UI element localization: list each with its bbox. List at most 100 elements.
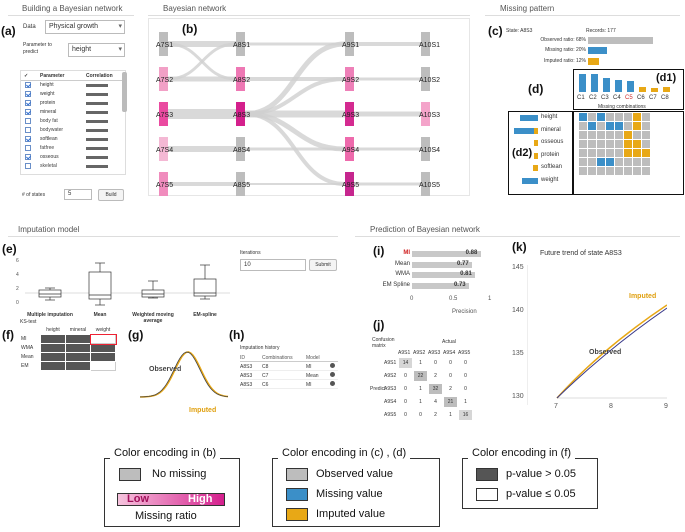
submit-button[interactable]: Submit <box>309 259 337 271</box>
predict-label: Predict <box>370 386 386 392</box>
param-name: weight <box>40 91 55 97</box>
ks-row-label: WMA <box>20 343 41 353</box>
node-label: A9S3 <box>342 112 359 119</box>
conf-row: A9S2 <box>384 373 397 379</box>
param-select-value: height <box>72 46 92 53</box>
label-e: (e) <box>2 242 17 256</box>
matrix-cell <box>632 121 642 131</box>
imputed-value-label: Imputed value <box>316 508 386 520</box>
conf-row: A9S5 <box>384 412 397 418</box>
node-label: A10S3 <box>419 112 440 119</box>
iter-input[interactable]: 10 <box>240 259 306 271</box>
param-checkbox[interactable] <box>25 136 31 142</box>
actual-label: Actual <box>442 339 456 345</box>
row-label: softlean <box>541 164 563 170</box>
conf-cell: 0 <box>434 360 437 366</box>
box <box>38 289 62 298</box>
history-cell: MI <box>306 382 312 388</box>
restore-icon[interactable] <box>330 381 335 386</box>
panel-title-predict: Prediction of Bayesian network <box>370 225 480 234</box>
ks-cell[interactable] <box>89 333 117 345</box>
conf-cell: 4 <box>434 399 437 405</box>
data-select-value: Physical growth <box>49 23 99 30</box>
ks-cell[interactable] <box>90 361 116 371</box>
bayes-frame: A7S1 A7S2 A7S3 A7S4 A7S5 A8S1 A8S2 A8S3 A8S4 A8S5… <box>148 18 470 196</box>
ks-cell[interactable] <box>90 352 116 362</box>
matrix-cell <box>605 166 615 176</box>
trend-observed-label: Observed <box>589 349 622 356</box>
param-checkbox[interactable] <box>25 154 31 160</box>
matrix-cell <box>641 148 651 158</box>
scrollbar[interactable] <box>122 72 127 112</box>
network-node <box>421 102 430 126</box>
param-row[interactable]: skeletal <box>21 162 125 171</box>
ks-cell[interactable] <box>65 334 91 344</box>
matrix-frame <box>573 111 684 195</box>
matrix-cell <box>596 130 606 140</box>
conf-col: A9S2 <box>413 350 426 356</box>
param-row[interactable]: mineral <box>21 108 125 117</box>
param-row[interactable]: protein <box>21 99 125 108</box>
row-label: weight <box>541 176 559 183</box>
conf-cell: 0 <box>404 412 407 418</box>
param-checkbox[interactable] <box>25 145 31 151</box>
imputed-label: Imputed <box>189 407 217 414</box>
restore-icon[interactable] <box>330 363 335 368</box>
param-row[interactable]: softlean <box>21 135 125 144</box>
conf-cell: 16 <box>459 410 472 420</box>
y-tick: 0 <box>16 300 19 306</box>
correlation-bar <box>86 102 108 105</box>
param-row[interactable]: fatfree <box>21 144 125 153</box>
network-node <box>236 102 245 126</box>
param-row[interactable]: weight <box>21 90 125 99</box>
param-checkbox[interactable] <box>25 118 31 124</box>
history-cell: A8S3 <box>240 382 253 388</box>
ks-cell[interactable] <box>65 343 91 353</box>
ks-cell[interactable] <box>40 334 66 344</box>
ks-col: height <box>40 325 66 335</box>
restore-icon[interactable] <box>330 372 335 377</box>
matrix-row <box>578 148 651 158</box>
history-row[interactable]: A8S3 C6 MI <box>240 380 338 389</box>
ks-cell[interactable] <box>65 361 91 371</box>
param-checkbox[interactable] <box>25 109 31 115</box>
combos-title: Missing combinations <box>598 104 646 110</box>
param-row[interactable]: bodywater <box>21 126 125 135</box>
param-checkbox[interactable] <box>25 127 31 133</box>
param-checkbox[interactable] <box>25 163 31 169</box>
ks-cell[interactable] <box>40 343 66 353</box>
y-tick: 4 <box>16 272 19 278</box>
states-input[interactable]: 5 <box>64 189 92 200</box>
combo-bar <box>579 74 586 92</box>
param-checkbox[interactable] <box>25 91 31 97</box>
ks-cell[interactable] <box>90 343 116 353</box>
precision-value: 0.73 <box>453 281 466 288</box>
matrix-cell <box>605 130 615 140</box>
history-row[interactable]: A8S3 C8 MI <box>240 362 338 371</box>
matrix-cell <box>641 139 651 149</box>
param-row[interactable]: body fat <box>21 117 125 126</box>
param-name: body fat <box>40 118 58 124</box>
param-select[interactable]: height ▾ <box>68 43 125 57</box>
param-row[interactable]: height <box>21 81 125 90</box>
combo-bar <box>651 88 658 92</box>
node-label: A7S2 <box>156 77 173 84</box>
panel-title-missing: Missing pattern <box>500 4 555 13</box>
ks-cell[interactable] <box>65 352 91 362</box>
build-button[interactable]: Build <box>98 189 124 201</box>
history-row[interactable]: A8S3 C7 Mean <box>240 371 338 380</box>
matrix-cell <box>578 166 588 176</box>
param-checkbox[interactable] <box>25 100 31 106</box>
data-select[interactable]: Physical growth ▾ <box>45 20 125 34</box>
low-label: Low <box>127 493 149 505</box>
ks-cell[interactable] <box>40 352 66 362</box>
param-checkbox[interactable] <box>25 82 31 88</box>
conf-cell: 0 <box>449 373 452 379</box>
param-name: fatfree <box>40 145 55 151</box>
matrix-cell <box>605 121 615 131</box>
network-node <box>421 172 430 196</box>
legend-cd-title: Color encoding in (c) , (d) <box>278 447 411 459</box>
matrix-cell <box>587 139 597 149</box>
param-row[interactable]: osseous <box>21 153 125 162</box>
ks-cell[interactable] <box>40 361 66 371</box>
